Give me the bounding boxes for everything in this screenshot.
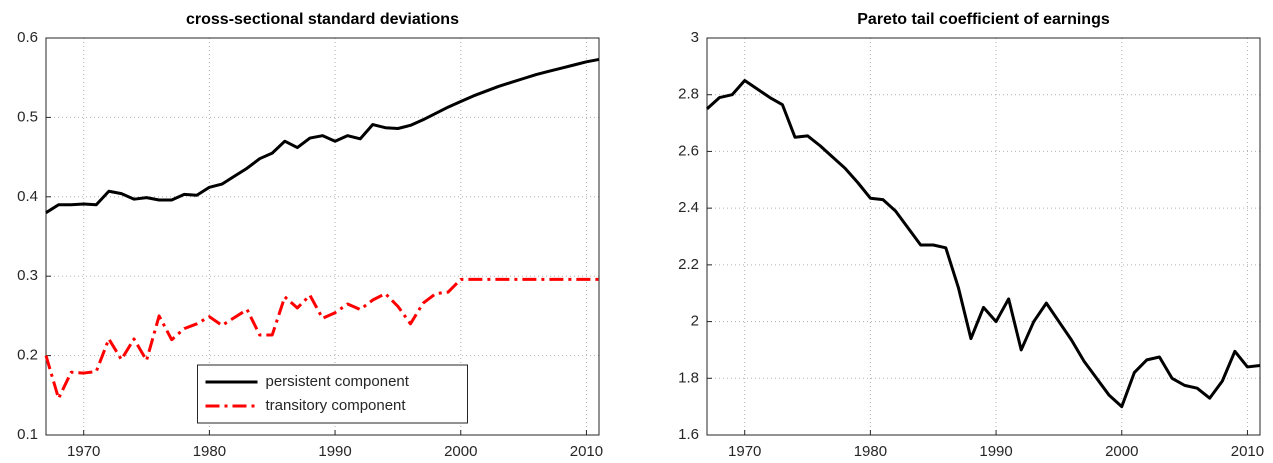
chart-title: cross-sectional standard deviations — [186, 11, 459, 28]
plot-frame — [706, 37, 1261, 436]
x-tick-label: 2010 — [570, 443, 603, 460]
x-tick-label: 2000 — [1105, 443, 1138, 460]
chart-title: Pareto tail coefficient of earnings — [857, 11, 1110, 28]
x-tick-label: 2010 — [1231, 443, 1264, 460]
y-tick-label: 2.8 — [678, 86, 699, 103]
y-tick-label: 1.8 — [678, 369, 699, 386]
y-tick-label: 2.2 — [678, 256, 699, 273]
line-series — [44, 277, 599, 400]
y-tick-label: 0.2 — [17, 347, 38, 364]
x-tick-label: 2000 — [444, 443, 477, 460]
y-tick-label: 0.1 — [17, 426, 38, 443]
x-tick-label: 1980 — [193, 443, 226, 460]
x-tick-label: 1970 — [67, 443, 100, 460]
y-tick-label: 2.6 — [678, 142, 699, 159]
y-tick-label: 0.5 — [17, 108, 38, 125]
y-tick-label: 0.4 — [17, 188, 38, 205]
legend-box — [197, 364, 468, 424]
line-series — [45, 57, 600, 214]
x-tick-label: 1970 — [728, 443, 761, 460]
y-tick-label: 2 — [691, 313, 699, 330]
y-tick-label: 0.6 — [17, 29, 38, 46]
y-tick-label: 1.6 — [678, 426, 699, 443]
plot-frame — [45, 37, 600, 436]
x-tick-label: 1990 — [318, 443, 351, 460]
legend-label: persistent component — [266, 373, 410, 390]
x-tick-label: 1990 — [979, 443, 1012, 460]
line-series — [705, 79, 1261, 409]
y-tick-label: 0.3 — [17, 267, 38, 284]
y-tick-label: 2.4 — [678, 199, 699, 216]
y-tick-label: 3 — [691, 29, 699, 46]
x-tick-label: 1980 — [854, 443, 887, 460]
legend-label: transitory component — [266, 397, 407, 414]
